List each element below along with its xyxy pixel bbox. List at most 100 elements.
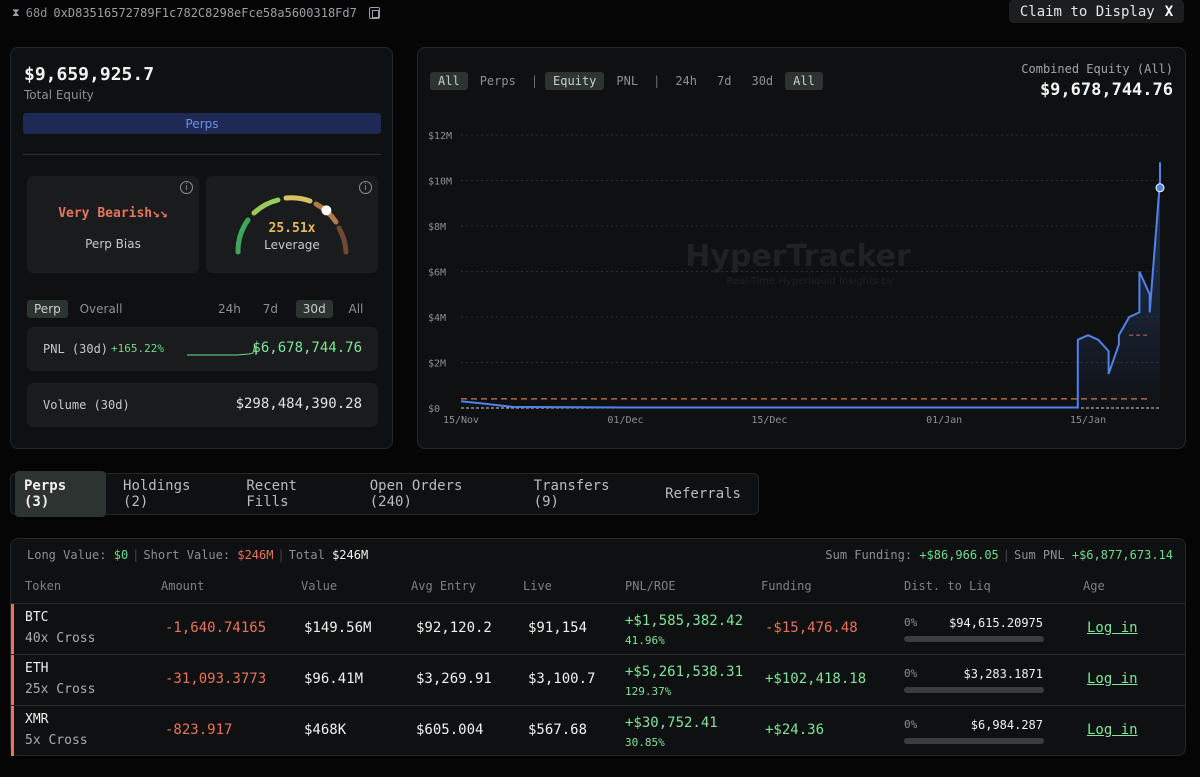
column-header: Funding (761, 579, 812, 593)
column-header: Avg Entry (411, 579, 477, 593)
claim-to-display-button[interactable]: Claim to Display X (1009, 0, 1184, 23)
chart-tab-30d[interactable]: 30d (751, 74, 774, 88)
y-tick-label: $6M (428, 268, 446, 279)
combined-equity-label: Combined Equity (All) (1021, 62, 1173, 76)
column-header: PNL/ROE (625, 579, 676, 593)
short-side-marker (11, 706, 14, 756)
position-value: $149.56M (304, 620, 372, 636)
sum-funding-value: +$86,966.05 (919, 548, 999, 562)
position-value: $96.41M (304, 671, 364, 687)
equity-line (460, 162, 1161, 409)
x-tick-label: 15/Nov (443, 415, 479, 426)
y-tick-label: $4M (428, 313, 446, 324)
range-24h[interactable]: 24h (218, 302, 241, 316)
token-symbol: BTC (25, 610, 49, 625)
range-7d[interactable]: 7d (262, 302, 278, 316)
roe-value: 129.37% (625, 685, 672, 698)
close-icon[interactable]: X (1164, 3, 1174, 20)
y-tick-label: $10M (428, 177, 452, 188)
positions-tab-bar: Perps (3) Holdings (2) Recent Fills Open Or… (10, 471, 759, 517)
position-row[interactable]: BTC 40x Cross -1,640.74165 $149.56M $92,120.… (11, 603, 1185, 654)
volume-value: $298,484,390.28 (235, 396, 362, 412)
perps-allocation-bar: Perps (23, 113, 381, 134)
tab-separator: | (530, 74, 539, 88)
chart-tab-perps[interactable]: Perps (479, 74, 516, 88)
column-header: Amount (161, 579, 205, 593)
positions-table: Long Value: $0 | Short Value: $246M | Total … (10, 538, 1186, 756)
position-row[interactable]: XMR 5x Cross -823.917 $468K $605.004 $567.68 +… (11, 705, 1185, 756)
funding-value: +$24.36 (765, 722, 825, 738)
total-equity-value: $9,659,925.7 (24, 64, 155, 85)
y-tick-label: $8M (428, 222, 446, 233)
tab-recent[interactable]: Recent Fills (246, 478, 297, 510)
leverage-mode: 5x Cross (25, 733, 88, 748)
x-tick-label: 15/Jan (1070, 415, 1106, 426)
amount: -823.917 (165, 722, 233, 738)
leverage-label: Leverage (264, 238, 320, 252)
range-all[interactable]: All (348, 302, 364, 316)
chart-tab-7d[interactable]: 7d (717, 74, 732, 88)
login-link[interactable]: Log in (1087, 671, 1138, 687)
pnl-sparkline (187, 344, 257, 356)
sum-pnl-label: Sum PNL (1014, 548, 1065, 562)
equity-chart: HyperTracker Real-Time Hyperliquid Insigh… (428, 131, 1165, 426)
tab-referrals[interactable]: Referrals (665, 486, 741, 502)
top-bar: ⧗ 68d 0xD83516572789F1c782C8298eFce58a56… (0, 0, 1200, 28)
amount: -1,640.74165 (165, 620, 267, 636)
scope-toggle: Perp Overall (27, 300, 123, 318)
sum-funding-label: Sum Funding: (825, 548, 913, 562)
token-symbol: XMR (25, 712, 49, 727)
leverage-mode: 40x Cross (25, 631, 96, 646)
login-link[interactable]: Log in (1087, 620, 1138, 636)
leverage-card: i 25.51x Leverage (206, 176, 378, 273)
tab-holdings[interactable]: Holdings (2) (123, 478, 191, 510)
short-value-label: Short Value: (143, 548, 231, 562)
wallet-age: 68d (25, 6, 48, 20)
chart-tabs: All Perps | Equity PNL | 24h 7d 30d All (430, 72, 827, 90)
watermark: HyperTracker (685, 239, 911, 274)
combined-equity-value: $9,678,744.76 (1039, 80, 1173, 100)
watermark-subtitle: Real-Time Hyperliquid Insights by (726, 276, 893, 287)
column-header: Age (1083, 579, 1105, 593)
pnl-value: +$1,585,382.42 (625, 613, 744, 629)
scope-perp[interactable]: Perp (27, 300, 68, 318)
short-side-marker (11, 655, 14, 705)
live-price: $567.68 (528, 722, 588, 738)
pnl-value: +$30,752.41 (625, 715, 718, 731)
equity-endpoint (1155, 183, 1165, 193)
leverage-value: 25.51x (268, 221, 316, 236)
x-tick-label: 01/Jan (926, 415, 962, 426)
liq-price: $6,984.287 (970, 718, 1043, 732)
tab-open[interactable]: Open Orders (240) (369, 478, 463, 510)
chart-tab-all[interactable]: All (430, 72, 468, 90)
total-value: $246M (332, 548, 369, 562)
leverage-mode: 25x Cross (25, 682, 96, 697)
liq-price: $94,615.20975 (949, 616, 1043, 630)
info-icon[interactable]: i (359, 181, 372, 194)
claim-label: Claim to Display (1019, 3, 1155, 20)
token-symbol: ETH (25, 661, 49, 676)
tab-perps[interactable]: Perps (3) (15, 471, 107, 517)
column-header: Value (301, 579, 338, 593)
chart-tab-equity[interactable]: Equity (545, 72, 605, 90)
copy-icon[interactable] (368, 7, 380, 19)
info-icon[interactable]: i (180, 181, 193, 194)
hourglass-icon: ⧗ (12, 6, 20, 19)
scope-overall[interactable]: Overall (79, 302, 123, 316)
range-30d[interactable]: 30d (295, 300, 333, 318)
volume-card: Volume (30d) $298,484,390.28 (27, 383, 378, 427)
short-side-marker (11, 604, 14, 654)
divider (23, 154, 381, 155)
pnl-value: $6,678,744.76 (252, 340, 362, 356)
position-value: $468K (304, 722, 347, 738)
chart-tab-pnl[interactable]: PNL (616, 74, 639, 88)
login-link[interactable]: Log in (1087, 722, 1138, 738)
position-row[interactable]: ETH 25x Cross -31,093.3773 $96.41M $3,269.91… (11, 654, 1185, 705)
chart-tab-all[interactable]: All (785, 72, 823, 90)
liq-distance-bar (904, 636, 1044, 642)
pnl-value: +$5,261,538.31 (625, 664, 744, 680)
tab-transfers[interactable]: Transfers (9) (533, 478, 610, 510)
short-value: $246M (237, 548, 274, 562)
funding-value: -$15,476.48 (765, 620, 858, 636)
chart-tab-24h[interactable]: 24h (675, 74, 698, 88)
